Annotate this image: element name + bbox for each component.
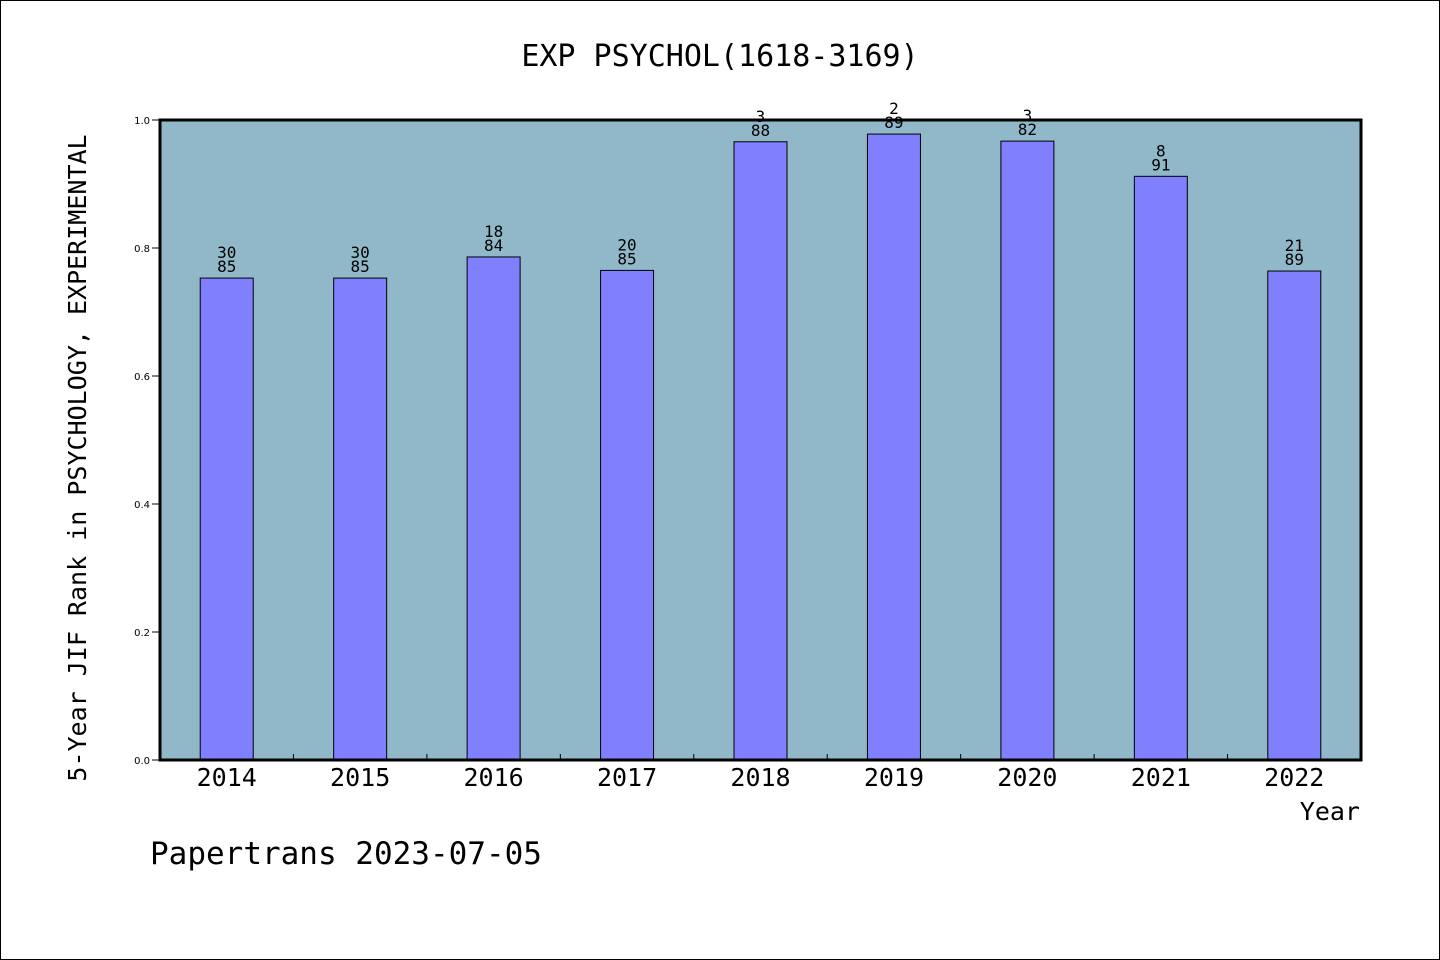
bar-2020 <box>1000 140 1055 761</box>
bar-rank-label: 20 <box>617 235 636 254</box>
plot-border <box>158 118 1363 762</box>
bar-rank-label: 3 <box>756 107 766 126</box>
bar-total-label: 88 <box>751 121 770 140</box>
y-tick-label: 0.8 <box>134 244 150 255</box>
bar-total-label: 89 <box>884 113 903 132</box>
bar-2015 <box>333 277 388 761</box>
x-tick-label: 2018 <box>730 763 790 792</box>
y-tick-label: 0.4 <box>134 500 150 511</box>
bar-total-label: 84 <box>484 236 503 255</box>
y-tick-label: 0.2 <box>134 628 150 639</box>
bar-2019 <box>866 133 921 761</box>
bar-rank-label: 2 <box>889 99 899 118</box>
bar-rank-label: 30 <box>217 243 236 262</box>
bar-total-label: 85 <box>351 257 370 276</box>
y-axis-ticks: 0.0 0.2 0.4 0.6 0.8 1.0 <box>134 116 160 767</box>
bar-rank-label: 21 <box>1285 236 1304 255</box>
footer-credit: Papertrans 2023-07-05 <box>150 836 542 872</box>
bar-2018 <box>733 141 788 761</box>
x-tick-label: 2015 <box>330 763 390 792</box>
bar-rank-label: 3 <box>1023 106 1033 125</box>
bar-2016 <box>466 256 521 761</box>
x-tick-label: 2021 <box>1131 763 1191 792</box>
bar-rank-label: 8 <box>1156 141 1166 160</box>
x-tick-label: 2020 <box>997 763 1057 792</box>
bar-rank-label: 30 <box>351 243 370 262</box>
y-tick-label: 0.0 <box>134 756 150 767</box>
x-tick-label: 2014 <box>197 763 257 792</box>
x-tick-label: 2022 <box>1264 763 1324 792</box>
bar-total-label: 89 <box>1285 250 1304 269</box>
x-tick-label: 2017 <box>597 763 657 792</box>
x-axis-ticks: 2014 2015 2016 2017 2018 2019 2020 2021 2022 <box>197 754 1324 792</box>
bar-2021 <box>1133 175 1188 761</box>
bar-total-label: 91 <box>1151 155 1170 174</box>
x-tick-label: 2016 <box>464 763 524 792</box>
chart-title: EXP PSYCHOL(1618-3169) <box>521 39 918 74</box>
y-axis-label: 5-Year JIF Rank in PSYCHOLOGY, EXPERIMEN… <box>63 134 92 781</box>
bar-2022 <box>1267 270 1322 761</box>
x-axis-label: Year <box>1300 797 1360 826</box>
bar-2017 <box>600 269 655 761</box>
bar-rank-label: 18 <box>484 222 503 241</box>
bar-2014 <box>199 277 254 761</box>
bar-total-label: 85 <box>217 257 236 276</box>
bars-group <box>199 133 1322 761</box>
y-tick-label: 0.6 <box>134 372 150 383</box>
bar-total-label: 85 <box>617 249 636 268</box>
x-tick-label: 2019 <box>864 763 924 792</box>
y-tick-label: 1.0 <box>134 116 150 127</box>
bar-total-label: 82 <box>1018 120 1037 139</box>
